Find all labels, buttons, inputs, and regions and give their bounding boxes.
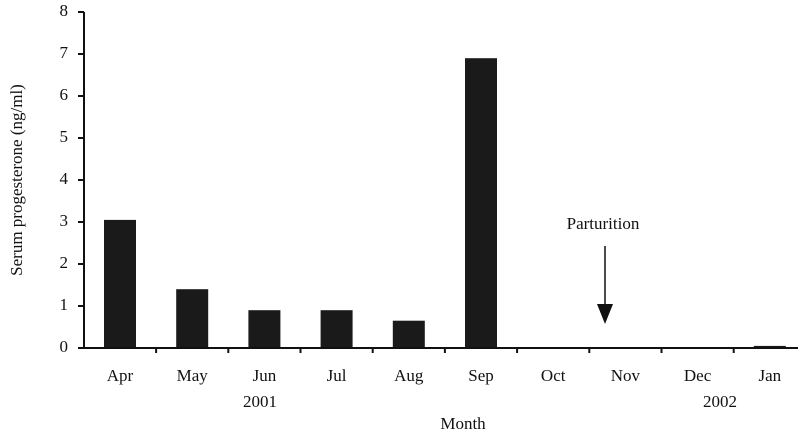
x-tick-label: Sep: [468, 366, 494, 385]
y-axis-label: Serum progesterone (ng/ml): [7, 84, 26, 276]
y-tick-label: 4: [60, 169, 69, 188]
arrow-head: [597, 304, 613, 324]
x-tick-label: Dec: [684, 366, 712, 385]
bar: [104, 219, 136, 348]
bar: [465, 58, 497, 348]
y-tick-label: 5: [60, 127, 69, 146]
x-axis-label: Month: [440, 414, 486, 433]
bar: [320, 310, 353, 348]
x-tick-label: May: [177, 366, 209, 385]
y-tick-label: 8: [60, 1, 69, 20]
y-tick-label: 3: [60, 211, 69, 230]
y-tick-label: 2: [60, 253, 69, 272]
x-tick-label: Aug: [394, 366, 424, 385]
annotation: Parturition: [567, 214, 640, 233]
x-tick-label: Jan: [758, 366, 781, 385]
y-tick-label: 6: [60, 85, 69, 104]
x-tick-label: Apr: [107, 366, 134, 385]
year-label: 2001: [243, 392, 277, 411]
bar: [392, 320, 425, 348]
x-tick-label: Nov: [611, 366, 641, 385]
bar: [176, 289, 209, 348]
year-label: 2002: [703, 392, 737, 411]
x-tick-label: Oct: [541, 366, 566, 385]
y-tick-label: 0: [60, 337, 69, 356]
x-tick-label: Jun: [253, 366, 277, 385]
y-tick-label: 1: [60, 295, 69, 314]
x-tick-label: Jul: [327, 366, 347, 385]
bar: [248, 310, 281, 348]
bar: [753, 345, 786, 348]
y-tick-label: 7: [60, 43, 69, 62]
